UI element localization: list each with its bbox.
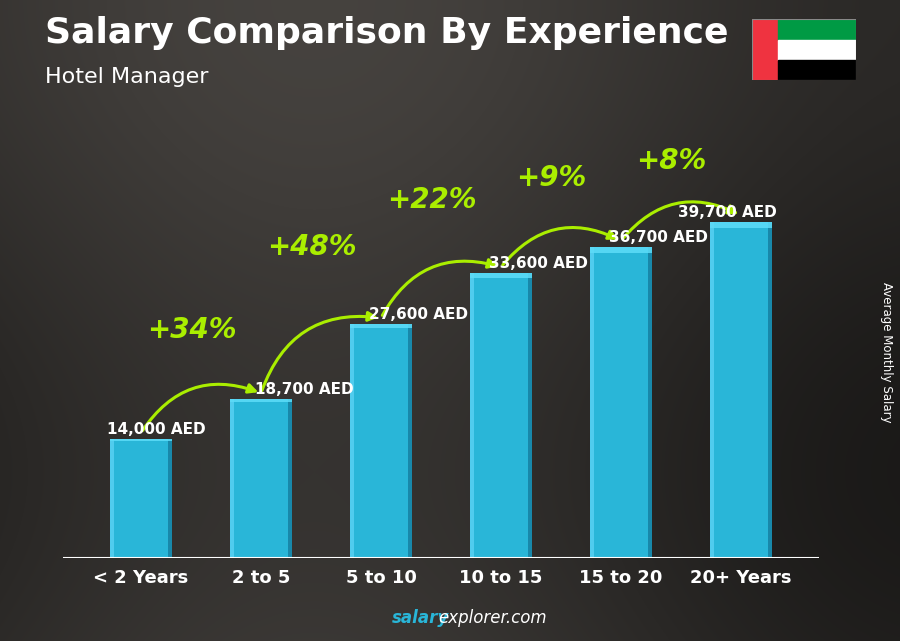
- Bar: [715, 222, 768, 558]
- Bar: [590, 247, 594, 558]
- Bar: [527, 273, 532, 558]
- Text: 18,700 AED: 18,700 AED: [255, 382, 354, 397]
- Text: salary: salary: [392, 609, 449, 627]
- Text: 27,600 AED: 27,600 AED: [369, 307, 468, 322]
- Text: Hotel Manager: Hotel Manager: [45, 67, 209, 87]
- Bar: [768, 222, 772, 558]
- Bar: [594, 247, 648, 558]
- Bar: [114, 439, 167, 558]
- Bar: [778, 19, 856, 40]
- Bar: [778, 40, 856, 60]
- Text: 39,700 AED: 39,700 AED: [679, 204, 777, 220]
- Bar: [408, 324, 412, 558]
- Bar: [167, 439, 172, 558]
- Bar: [778, 60, 856, 80]
- Text: +22%: +22%: [387, 186, 476, 214]
- Bar: [474, 273, 527, 558]
- Bar: [110, 439, 172, 442]
- Bar: [710, 222, 772, 228]
- Bar: [230, 399, 234, 558]
- Text: +48%: +48%: [266, 233, 356, 261]
- Bar: [110, 439, 114, 558]
- Bar: [350, 324, 412, 328]
- Bar: [470, 273, 474, 558]
- Text: explorer.com: explorer.com: [438, 609, 547, 627]
- Bar: [648, 247, 652, 558]
- Text: +9%: +9%: [517, 164, 587, 192]
- Bar: [350, 324, 355, 558]
- Bar: [752, 19, 778, 80]
- Text: 36,700 AED: 36,700 AED: [609, 230, 708, 245]
- Bar: [710, 222, 715, 558]
- Text: Salary Comparison By Experience: Salary Comparison By Experience: [45, 16, 728, 50]
- Text: Average Monthly Salary: Average Monthly Salary: [880, 282, 893, 423]
- Text: 33,600 AED: 33,600 AED: [489, 256, 588, 271]
- Text: +34%: +34%: [147, 317, 236, 344]
- Bar: [590, 247, 652, 253]
- Bar: [355, 324, 408, 558]
- Bar: [234, 399, 288, 558]
- Bar: [470, 273, 532, 278]
- Text: +8%: +8%: [636, 147, 706, 175]
- Bar: [230, 399, 292, 403]
- Bar: [288, 399, 292, 558]
- Text: 14,000 AED: 14,000 AED: [107, 422, 206, 437]
